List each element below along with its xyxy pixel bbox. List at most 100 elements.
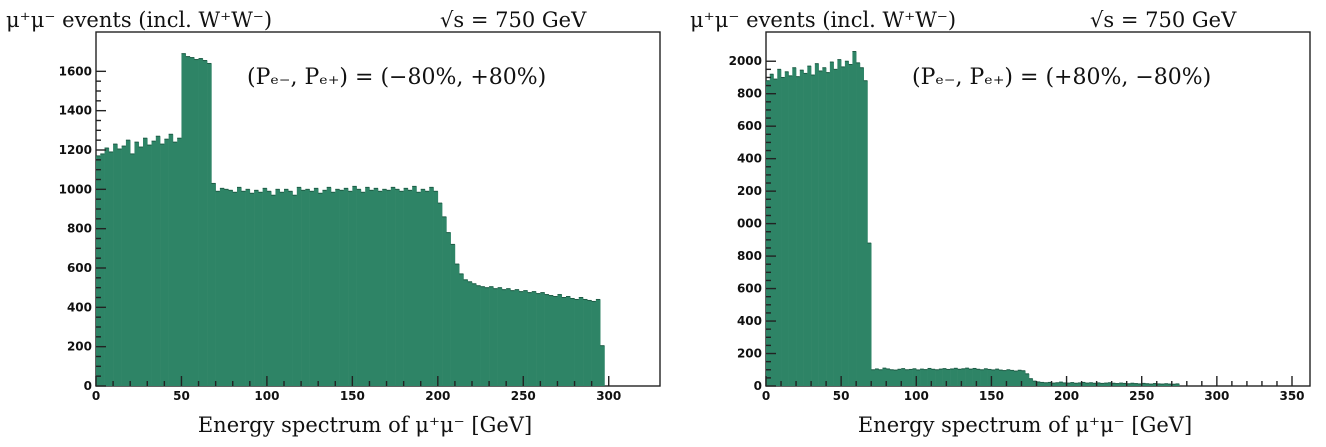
histogram-bar (1104, 383, 1109, 386)
histogram-bar (531, 291, 537, 386)
histogram-bar (1066, 383, 1071, 386)
histogram-bar (803, 73, 808, 386)
histogram-bar (207, 63, 212, 386)
histogram-bar (1096, 382, 1101, 386)
histogram-bar (1047, 382, 1052, 386)
histogram-bar (164, 139, 169, 386)
y-tick-label: 2000 (729, 54, 762, 68)
histogram-bar (501, 289, 507, 386)
chart-right-polarization-annotation: (Pₑ₋, Pₑ₊) = (+80%, −80%) (912, 65, 1211, 90)
histogram-bar (553, 296, 558, 386)
histogram-bar (874, 368, 880, 386)
histogram-bar (1107, 382, 1112, 386)
histogram-bar (950, 368, 955, 386)
histogram-bar (155, 136, 161, 386)
y-tick-label: 600 (737, 119, 762, 133)
histogram-bar (766, 80, 771, 386)
histogram-bar (360, 192, 366, 386)
y-tick-label: 600 (67, 261, 92, 275)
histogram-bar (852, 51, 857, 387)
chart-right-title: μ⁺μ⁻ events (incl. W⁺W⁻) (690, 8, 956, 32)
histogram-bar (583, 299, 588, 386)
x-tick-label: 200 (1054, 389, 1079, 403)
y-tick-label: 800 (737, 87, 762, 101)
x-tick-label: 300 (596, 389, 621, 403)
histogram-bar (125, 140, 131, 386)
histogram-bar (433, 191, 439, 386)
histogram-bar (1040, 382, 1045, 386)
histogram-bar (301, 190, 306, 386)
histogram-bar (935, 369, 940, 386)
histogram-bar (1077, 382, 1082, 386)
histogram-bar (942, 368, 947, 386)
histogram-bar (972, 368, 977, 386)
histogram-bar (249, 193, 255, 386)
histogram-bar (373, 188, 379, 386)
histogram-bar (781, 77, 786, 386)
histogram-bar (998, 370, 1003, 386)
plot-area-right: 0 200 400 600 800 000 200 400 600 800 2000 0 50 100 15… (729, 31, 1311, 403)
histogram-bar (335, 189, 340, 386)
histogram-bar (194, 59, 199, 387)
chart-panel-left: μ⁺μ⁻ events (incl. W⁺W⁻) √s = 750 GeV 0 2… (6, 8, 661, 437)
histogram-bar (1149, 384, 1154, 386)
histogram-bar (1029, 378, 1034, 386)
plot-area-left: 0 200 400 600 800 1000 1200 1400 1600 0 50 100 150 20… (59, 31, 661, 403)
y-tick-label: 200 (67, 340, 92, 354)
histogram-bar (965, 368, 970, 386)
histogram-bar (1092, 383, 1097, 386)
x-tick-label: 0 (92, 389, 100, 403)
histogram-bar (1164, 383, 1169, 386)
histogram-bar (493, 288, 498, 386)
histogram-bar (1062, 382, 1067, 386)
histogram-bar (318, 193, 323, 386)
histogram-bar (893, 370, 898, 386)
histogram-bar (1171, 384, 1176, 386)
histogram-bar (232, 192, 238, 386)
histogram-bar (882, 368, 887, 386)
chart-left-polarization-annotation: (Pₑ₋, Pₑ₊) = (−80%, +80%) (247, 65, 546, 90)
histogram-bar (365, 187, 370, 386)
histogram-bar (1100, 383, 1105, 386)
x-tick-label: 0 (762, 389, 770, 403)
histogram-bar (437, 203, 443, 386)
histogram-bar (407, 190, 413, 386)
histogram-bar (527, 292, 533, 386)
histogram-bar (927, 368, 932, 386)
histogram-bar (600, 345, 605, 386)
histogram-bar (168, 134, 174, 386)
histogram-bar (416, 192, 422, 386)
histogram-bar (1160, 384, 1165, 386)
histogram-bar (489, 286, 494, 386)
y-tick-label: 600 (737, 282, 762, 296)
histogram-bar (837, 59, 842, 387)
histogram-bar (1017, 370, 1022, 386)
histogram-bar (215, 191, 221, 386)
histogram-bar (1137, 383, 1143, 386)
histogram-bar (450, 244, 456, 386)
histogram-bar (561, 297, 567, 386)
histogram-bar (1036, 381, 1041, 386)
histogram-bar (241, 191, 246, 386)
histogram-bar (848, 64, 853, 387)
histogram-bar (288, 191, 293, 386)
y-tick-label: 400 (737, 314, 762, 328)
y-tick-label: 400 (67, 300, 92, 314)
histogram-bar (905, 369, 910, 386)
histogram-bar (151, 141, 157, 386)
x-tick-label: 300 (1204, 389, 1229, 403)
histogram-bar (519, 291, 524, 386)
histogram-bar (100, 153, 105, 386)
histogram-bar (356, 189, 362, 386)
histogram-bar (1010, 370, 1015, 386)
histogram-bar (784, 71, 789, 387)
histogram-bar (292, 195, 298, 386)
histogram-bar (953, 368, 958, 386)
histogram-bar (574, 299, 580, 386)
histogram-bar (1115, 383, 1120, 386)
histogram-bar (980, 369, 985, 386)
histogram-bar (245, 189, 251, 386)
histogram-bar (472, 283, 477, 386)
histogram-bar (369, 190, 375, 386)
histogram-bar (1013, 371, 1019, 386)
